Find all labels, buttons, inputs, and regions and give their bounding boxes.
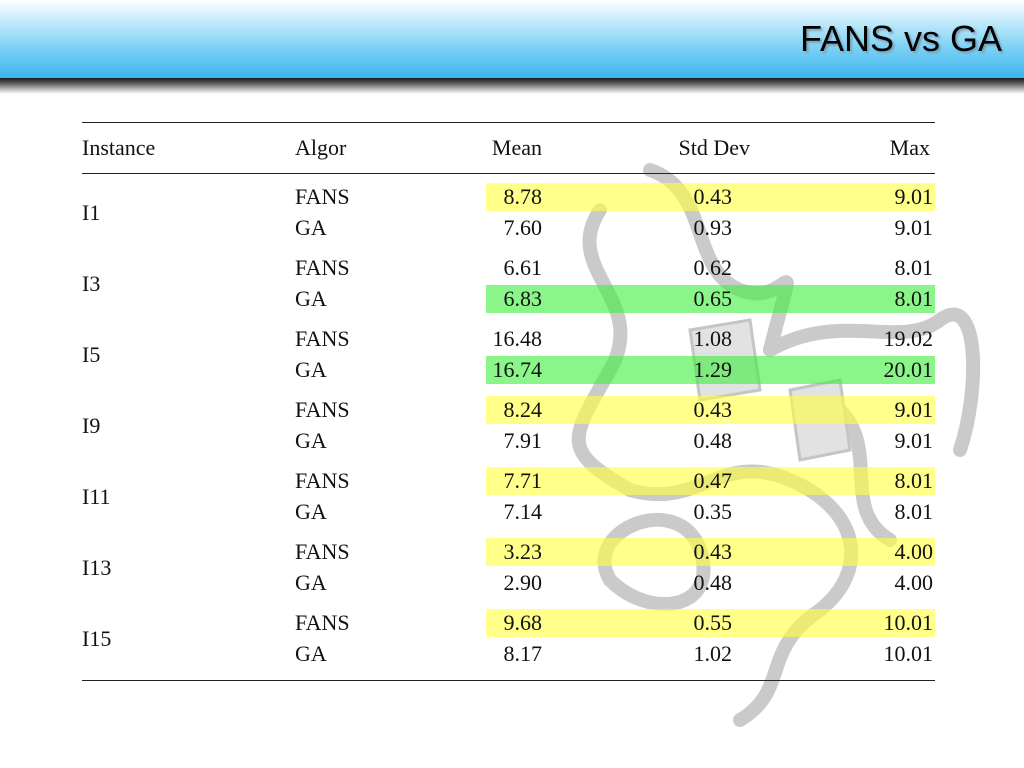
header-max: Max [889,135,930,160]
std-dev-cell: 0.62 [693,255,733,280]
mean-cell: 2.90 [503,570,543,595]
max-cell: 8.01 [894,255,934,280]
mean-cell: 7.71 [503,468,543,493]
header-std-dev: Std Dev [678,135,751,160]
max-cell: 9.01 [894,184,934,209]
std-dev-cell: 0.93 [693,215,733,240]
std-dev-cell: 0.43 [693,539,733,564]
instance-label: I1 [82,199,101,225]
algor-cell: GA [295,215,327,240]
mean-cell: 9.68 [503,610,543,635]
max-cell: 19.02 [883,326,934,351]
mean-cell: 7.14 [503,499,543,524]
highlight-fans-better [486,609,935,637]
instance-label: I15 [82,625,112,651]
std-dev-cell: 1.29 [693,357,733,382]
algor-cell: GA [295,286,327,311]
highlight-fans-better [486,467,935,495]
std-dev-cell: 0.35 [693,499,733,524]
mean-cell: 7.60 [503,215,543,240]
max-cell: 9.01 [894,397,934,422]
algor-cell: FANS [295,397,350,422]
std-dev-cell: 0.65 [693,286,733,311]
header-algor: Algor [295,135,347,160]
highlight-fans-better [486,538,935,566]
mean-cell: 7.91 [503,428,543,453]
std-dev-cell: 0.48 [693,428,733,453]
max-cell: 10.01 [883,610,934,635]
algor-cell: FANS [295,255,350,280]
algor-cell: GA [295,641,327,666]
max-cell: 9.01 [894,428,934,453]
mean-cell: 8.17 [503,641,543,666]
instance-label: I3 [82,270,101,296]
instance-label: I5 [82,341,101,367]
algor-cell: FANS [295,468,350,493]
std-dev-cell: 1.02 [693,641,733,666]
mean-cell: 8.78 [503,184,543,209]
slide-header-band [0,0,1024,78]
max-cell: 4.00 [894,570,934,595]
table-header-rule [82,173,935,174]
std-dev-cell: 0.43 [693,397,733,422]
header-mean: Mean [491,135,542,160]
mean-cell: 8.24 [503,397,543,422]
algor-cell: FANS [295,539,350,564]
algor-cell: GA [295,428,327,453]
algor-cell: FANS [295,610,350,635]
mean-cell: 6.83 [503,286,543,311]
highlight-ga-better [486,285,935,313]
algor-cell: FANS [295,326,350,351]
table-bottom-rule [82,680,935,681]
algor-cell: GA [295,570,327,595]
std-dev-cell: 0.55 [693,610,733,635]
header-shadow [0,78,1024,94]
highlight-fans-better [486,396,935,424]
max-cell: 9.01 [894,215,934,240]
mean-cell: 6.61 [503,255,543,280]
max-cell: 10.01 [883,641,934,666]
std-dev-cell: 0.43 [693,184,733,209]
algor-cell: GA [295,499,327,524]
std-dev-cell: 0.47 [693,468,733,493]
max-cell: 8.01 [894,499,934,524]
mean-cell: 3.23 [503,539,543,564]
instance-label: I11 [82,483,111,509]
max-cell: 8.01 [894,286,934,311]
std-dev-cell: 0.48 [693,570,733,595]
mean-cell: 16.48 [492,326,543,351]
instance-label: I13 [82,554,112,580]
algor-cell: FANS [295,184,350,209]
slide-title: FANS vs GA [799,18,1002,59]
max-cell: 20.01 [883,357,934,382]
header-instance: Instance [82,135,156,160]
max-cell: 4.00 [894,539,934,564]
instance-label: I9 [82,412,101,438]
max-cell: 8.01 [894,468,934,493]
algor-cell: GA [295,357,327,382]
table-top-rule [82,122,935,123]
highlight-fans-better [486,183,935,211]
std-dev-cell: 1.08 [693,326,733,351]
mean-cell: 16.74 [492,357,543,382]
highlight-ga-better [486,356,935,384]
